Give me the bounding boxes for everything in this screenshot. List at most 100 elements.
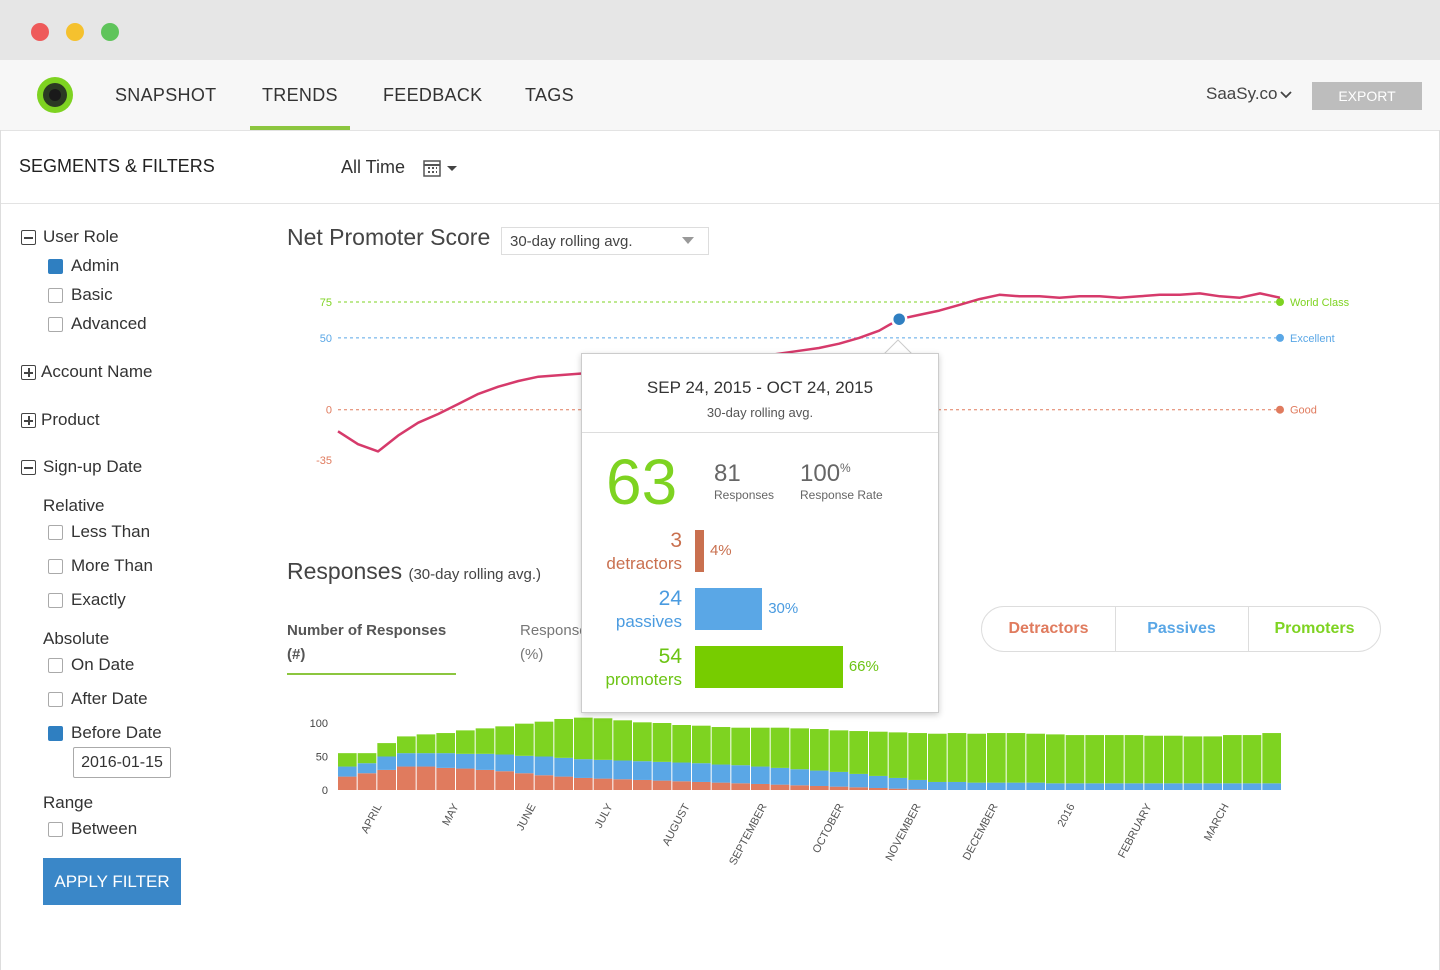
- bar-segment: [593, 759, 613, 779]
- bar-segment: [849, 731, 868, 774]
- checkbox-label[interactable]: Basic: [71, 285, 113, 304]
- rate-unit: %: [840, 461, 851, 475]
- logo[interactable]: [37, 77, 73, 113]
- bar-segment: [633, 779, 652, 790]
- checkbox[interactable]: [48, 692, 63, 707]
- bar-segment: [652, 723, 672, 762]
- filter-group[interactable]: Product: [41, 410, 100, 429]
- subheading: Relative: [43, 496, 105, 515]
- checkbox-label[interactable]: Between: [71, 819, 138, 838]
- account-menu[interactable]: SaaSy.co: [1206, 84, 1278, 103]
- bar-segment: [770, 784, 790, 790]
- checkbox[interactable]: [48, 593, 63, 608]
- close-button[interactable]: [31, 23, 49, 41]
- bar-segment: [495, 771, 514, 790]
- bar-segment: [810, 770, 829, 786]
- bar-segment: [928, 781, 947, 790]
- tab-underline: [287, 673, 456, 675]
- maximize-button[interactable]: [101, 23, 119, 41]
- checkbox-label[interactable]: Exactly: [71, 590, 126, 609]
- bar-segment: [751, 783, 770, 790]
- checkbox-label[interactable]: On Date: [71, 655, 135, 674]
- checkbox[interactable]: [48, 559, 63, 574]
- checkbox[interactable]: [48, 288, 63, 303]
- bar-segment: [495, 754, 514, 772]
- bar-segment: [515, 723, 534, 756]
- bar-segment: [574, 717, 593, 760]
- row-label: promoters: [605, 670, 682, 689]
- row-bar: [695, 530, 704, 572]
- minimize-button[interactable]: [66, 23, 84, 41]
- checkbox-label[interactable]: After Date: [71, 689, 148, 708]
- nav-item[interactable]: SNAPSHOT: [115, 85, 217, 105]
- legend-item[interactable]: Detractors: [1008, 620, 1089, 637]
- checkbox-label[interactable]: Less Than: [71, 522, 151, 541]
- date-range[interactable]: All Time: [341, 157, 406, 177]
- subheading: Range: [43, 793, 94, 812]
- bar-segment: [475, 728, 495, 754]
- bar-segment: [888, 777, 908, 789]
- dropdown[interactable]: 30-day rolling avg.: [501, 227, 709, 255]
- bar-segment: [338, 753, 357, 767]
- tab-unit: (#): [287, 646, 306, 663]
- checkbox[interactable]: [48, 822, 63, 837]
- bar-segment: [810, 729, 829, 771]
- bar-segment: [633, 761, 652, 780]
- date-input[interactable]: 2016-01-15: [73, 747, 171, 778]
- bar-segment: [1223, 735, 1242, 784]
- bar-segment: [416, 734, 436, 754]
- response-rate: 100%: [800, 460, 851, 488]
- calendar-icon[interactable]: [423, 158, 459, 178]
- expand-icon[interactable]: [21, 365, 36, 380]
- bar-segment: [397, 753, 416, 767]
- bar-segment: [613, 779, 632, 790]
- checkbox-label[interactable]: More Than: [71, 556, 153, 575]
- apply-button[interactable]: APPLY FILTER: [43, 858, 181, 905]
- bar-segment: [1026, 733, 1045, 783]
- y-tick-label: 50: [320, 333, 332, 345]
- nav-item[interactable]: TRENDS: [250, 60, 350, 130]
- bar-segment: [692, 781, 711, 790]
- checkbox[interactable]: [48, 259, 63, 274]
- bar-segment: [1105, 735, 1124, 784]
- collapse-icon[interactable]: [21, 460, 36, 475]
- export-button[interactable]: EXPORT: [1312, 82, 1422, 110]
- bar-segment: [554, 776, 573, 790]
- bar-segment: [436, 733, 455, 754]
- bar-segment: [731, 783, 750, 790]
- bar-segment: [475, 753, 495, 770]
- filter-group[interactable]: Sign-up Date: [43, 457, 143, 476]
- checkbox[interactable]: [48, 658, 63, 673]
- filter-group[interactable]: Account Name: [41, 362, 153, 381]
- checkbox-label[interactable]: Before Date: [71, 723, 162, 742]
- nav-item[interactable]: TAGS: [525, 85, 574, 105]
- rate-value: 100: [800, 460, 841, 487]
- bar-segment: [672, 781, 691, 790]
- bar-segment: [1006, 782, 1026, 790]
- bar-segment: [751, 727, 770, 767]
- bar-segment: [888, 788, 908, 790]
- bar-segment: [574, 759, 593, 778]
- nav-item[interactable]: FEEDBACK: [383, 85, 483, 105]
- checkbox[interactable]: [48, 317, 63, 332]
- checkbox[interactable]: [48, 525, 63, 540]
- bar-segment: [338, 766, 357, 777]
- bar-segment: [613, 760, 632, 780]
- checkbox-label[interactable]: Advanced: [71, 314, 147, 333]
- nps-score: 63: [606, 446, 678, 518]
- reference-label: Excellent: [1290, 333, 1335, 345]
- checkbox-label[interactable]: Admin: [71, 256, 120, 275]
- bar-segment: [1085, 735, 1104, 784]
- bar-segment: [987, 733, 1006, 783]
- bar-segment: [672, 762, 691, 782]
- bar-segment: [397, 736, 416, 754]
- legend-item[interactable]: Passives: [1147, 620, 1216, 637]
- chart-subtitle: (30-day rolling avg.): [408, 566, 542, 583]
- bar-segment: [731, 727, 750, 766]
- collapse-icon[interactable]: [21, 230, 36, 245]
- checkbox[interactable]: [48, 726, 63, 741]
- filter-group[interactable]: User Role: [43, 227, 119, 246]
- legend-item[interactable]: Promoters: [1274, 620, 1355, 637]
- expand-icon[interactable]: [21, 413, 36, 428]
- tab[interactable]: Number of Responses (#): [287, 619, 446, 667]
